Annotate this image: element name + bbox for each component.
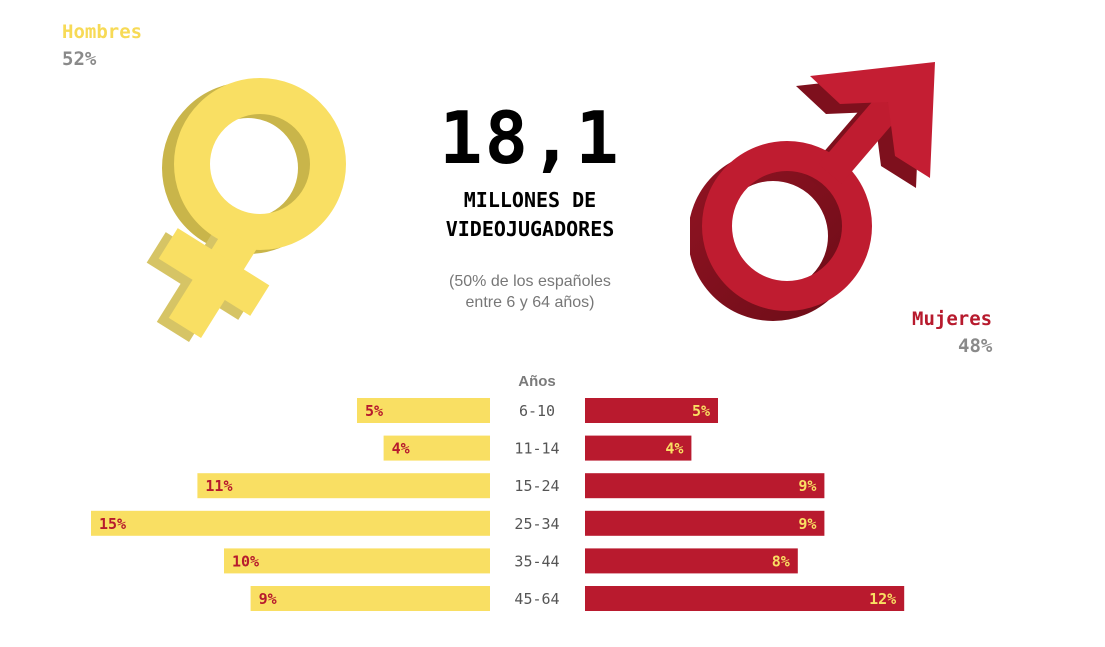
gamer-share-note: (50% de los españoles entre 6 y 64 años) — [380, 271, 680, 313]
label-hombres-11-14: 4% — [392, 440, 410, 458]
note-line-1: (50% de los españoles — [449, 273, 611, 290]
bar-mujeres-35-44 — [585, 548, 798, 574]
bar-hombres-45-64 — [250, 586, 490, 611]
label-mujeres-35-44: 8% — [772, 552, 790, 570]
label-mujeres-11-14: 4% — [665, 440, 683, 458]
mujeres-percent: 48% — [958, 335, 993, 357]
age-label-6-10: 6-10 — [519, 402, 555, 420]
bar-mujeres-25-34 — [585, 510, 825, 536]
caption-line-1: MILLONES DE — [463, 188, 597, 212]
mujeres-label: Mujeres — [912, 308, 993, 330]
label-hombres-15-24: 11% — [205, 477, 232, 495]
label-mujeres-25-34: 9% — [798, 515, 816, 533]
label-hombres-35-44: 10% — [232, 552, 259, 570]
hombres-label: Hombres — [62, 21, 143, 43]
label-hombres-45-64: 9% — [259, 590, 277, 608]
label-mujeres-15-24: 9% — [798, 477, 816, 495]
gamer-count-number: 18,1 — [439, 96, 621, 180]
caption-line-2: VIDEOJUGADORES — [445, 217, 615, 241]
label-hombres-6-10: 5% — [365, 402, 383, 420]
venus-symbol-icon — [146, 78, 346, 343]
age-label-15-24: 15-24 — [514, 477, 559, 495]
age-label-25-34: 25-34 — [514, 515, 559, 533]
note-line-2: entre 6 y 64 años) — [465, 294, 595, 311]
bar-mujeres-15-24 — [585, 473, 825, 499]
bar-hombres-35-44 — [224, 548, 490, 574]
bar-mujeres-6-10 — [585, 398, 718, 423]
label-mujeres-6-10: 5% — [692, 402, 710, 420]
label-hombres-25-34: 15% — [99, 515, 126, 533]
age-label-45-64: 45-64 — [514, 590, 559, 608]
age-label-11-14: 11-14 — [514, 440, 559, 458]
hombres-percent: 52% — [62, 48, 97, 70]
age-label-35-44: 35-44 — [514, 552, 559, 570]
gamer-count-caption: MILLONES DE VIDEOJUGADORES — [380, 186, 680, 244]
bar-mujeres-45-64 — [585, 586, 905, 611]
age-distribution-chart: Años 5% 6-10 5% 4% 11-14 4% 11% 15-24 9% 15% 25-34… — [91, 373, 905, 611]
mars-symbol-icon — [690, 62, 935, 321]
bar-mujeres-11-14 — [585, 435, 692, 461]
bar-hombres-11-14 — [383, 435, 490, 461]
axis-title: Años — [518, 373, 556, 390]
bar-hombres-6-10 — [357, 398, 490, 423]
label-mujeres-45-64: 12% — [869, 590, 896, 608]
bar-hombres-25-34 — [91, 510, 490, 536]
bar-hombres-15-24 — [197, 473, 490, 499]
